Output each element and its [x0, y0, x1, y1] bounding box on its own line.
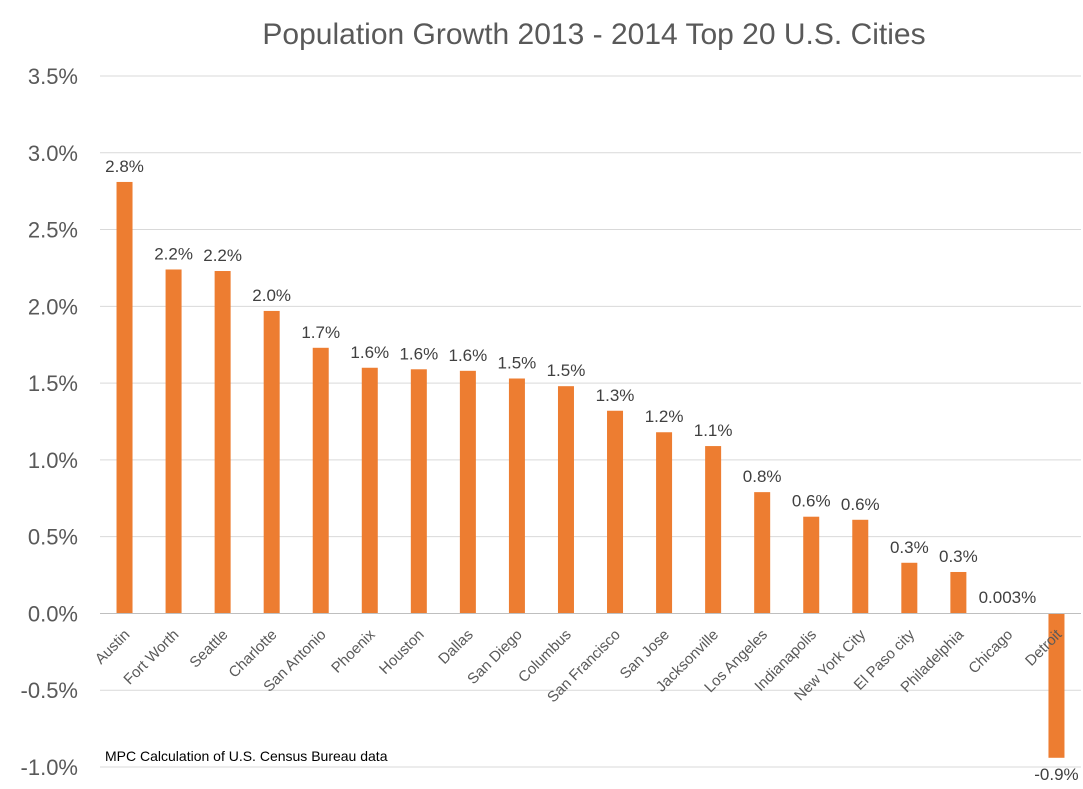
data-label: 1.7% [301, 323, 340, 342]
data-label: 0.3% [890, 538, 929, 557]
data-label: 1.6% [350, 343, 389, 362]
data-label: 0.6% [841, 495, 880, 514]
data-label: 1.5% [547, 361, 586, 380]
source-note: MPC Calculation of U.S. Census Bureau da… [105, 748, 388, 764]
data-label: 2.2% [154, 244, 193, 263]
data-label: 1.2% [645, 407, 684, 426]
data-labels: 2.8% 2.2% 2.2% 2.0% 1.7% 1.6% 1.6% 1.6% 1.5% 1.5%… [105, 157, 1079, 784]
bar-dallas [459, 370, 476, 614]
bar-san-diego [508, 378, 525, 614]
x-tick-label: Dallas [435, 626, 476, 667]
data-label: 2.0% [252, 286, 291, 305]
bar-philadelphia [950, 571, 967, 614]
x-tick-label: Austin [92, 626, 134, 668]
data-label: 0.8% [743, 467, 782, 486]
data-label: 0.3% [939, 547, 978, 566]
y-tick-label: 2.0% [28, 294, 78, 319]
x-tick-label: Houston [376, 626, 428, 678]
bar-austin [116, 181, 133, 614]
bar-el-paso-city [901, 562, 918, 614]
bars [116, 181, 1065, 758]
bar-charlotte [263, 310, 280, 614]
bar-phoenix [361, 367, 378, 614]
bar-san-francisco [607, 410, 624, 614]
bar-san-jose [656, 432, 673, 614]
data-label: -0.9% [1034, 765, 1078, 784]
data-label: 2.2% [203, 246, 242, 265]
data-label: 0.003% [979, 588, 1037, 607]
y-tick-label: 3.0% [28, 141, 78, 166]
data-label: 0.6% [792, 492, 831, 511]
data-label: 2.8% [105, 157, 144, 176]
y-tick-label: 1.0% [28, 448, 78, 473]
data-label: 1.6% [449, 346, 488, 365]
bar-new-york-city [852, 519, 869, 614]
bar-san-antonio [312, 347, 329, 614]
bar-detroit [1048, 613, 1065, 758]
bar-jacksonville [705, 446, 722, 614]
data-label: 1.5% [498, 354, 537, 373]
data-label: 1.1% [694, 421, 733, 440]
x-tick-label: Seattle [186, 626, 231, 671]
bar-indianapolis [803, 516, 820, 614]
y-tick-label: 0.5% [28, 525, 78, 550]
y-tick-label: 0.0% [28, 601, 78, 626]
y-tick-label: 3.5% [28, 64, 78, 89]
x-tick-label: Chicago [965, 626, 1016, 677]
chart-title: Population Growth 2013 - 2014 Top 20 U.S… [262, 18, 925, 51]
y-tick-label: -1.0% [21, 755, 78, 780]
gridlines [100, 75, 1081, 768]
x-tick-label: Phoenix [328, 626, 379, 677]
y-tick-label: 1.5% [28, 371, 78, 396]
bar-houston [410, 369, 427, 614]
data-label: 1.3% [596, 386, 635, 405]
bar-los-angeles [754, 492, 771, 614]
bar-fort-worth [165, 269, 182, 614]
bar-columbus [557, 386, 574, 614]
data-label: 1.6% [399, 344, 438, 363]
y-tick-label: 2.5% [28, 218, 78, 243]
y-axis-tick-labels: 3.5% 3.0% 2.5% 2.0% 1.5% 1.0% 0.5% 0.0% -0.5% -1.… [21, 64, 78, 780]
y-tick-label: -0.5% [21, 678, 78, 703]
bar-seattle [214, 271, 231, 614]
